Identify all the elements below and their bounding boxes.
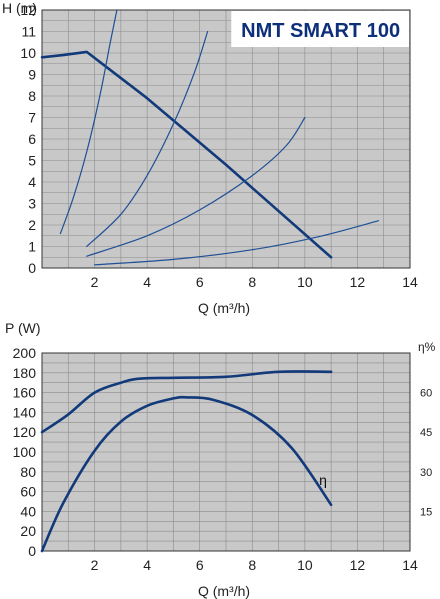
plot-border: [41, 352, 411, 552]
efficiency-line: [40, 395, 333, 553]
x-tick-label: 10: [297, 274, 313, 290]
x-tick-label: 8: [248, 274, 256, 290]
x-tick-label: 2: [91, 557, 99, 573]
title-box: [231, 11, 409, 47]
max-curve-line: [40, 50, 333, 259]
system-curve-line: [86, 116, 306, 257]
y-tick-label: 4: [28, 174, 36, 190]
y-axis-label: H (m): [2, 0, 37, 16]
y-tick-label: 11: [21, 24, 36, 40]
system-curve-line: [59, 9, 118, 235]
x-axis-label: Q (m³/h): [198, 583, 250, 599]
series-label: η: [319, 472, 327, 488]
y-tick-label: 7: [28, 110, 36, 126]
y-tick-label: 0: [28, 260, 36, 276]
y-tick-label: 160: [13, 385, 37, 401]
y2-tick-label: 45: [420, 427, 432, 439]
x-tick-label: 6: [196, 557, 204, 573]
y-tick-label: 0: [28, 543, 36, 559]
x-tick-label: 12: [350, 557, 366, 573]
y-tick-label: 1: [28, 239, 36, 255]
x-tick-label: 4: [143, 274, 151, 290]
y-tick-label: 6: [28, 131, 36, 147]
y-tick-label: 8: [28, 88, 36, 104]
y-tick-label: 20: [20, 523, 36, 539]
y-tick-label: 100: [13, 444, 37, 460]
y2-axis-label: η%: [418, 340, 436, 354]
y-tick-label: 120: [13, 424, 37, 440]
y-tick-label: 80: [20, 464, 36, 480]
system-curve-line: [94, 220, 380, 266]
plot-border: [41, 9, 411, 269]
y-tick-label: 40: [20, 503, 36, 519]
x-tick-label: 6: [196, 274, 204, 290]
power-flow-chart: 0 20 40 60 80 100 120 140 160 180 200 2 4 6 8 10 12 14 15 3…: [5, 320, 436, 599]
x-axis-label: Q (m³/h): [198, 300, 250, 316]
y-axis-label: P (W): [5, 320, 41, 336]
x-tick-label: 12: [350, 274, 366, 290]
x-tick-label: 2: [91, 274, 99, 290]
x-tick-label: 4: [143, 557, 151, 573]
y2-tick-label: 15: [420, 506, 432, 518]
power-line: [40, 370, 333, 434]
y-tick-label: 180: [13, 365, 37, 381]
y-tick-label: 9: [28, 67, 36, 83]
y-tick-label: 2: [28, 217, 36, 233]
x-tick-label: 10: [297, 557, 313, 573]
x-tick-label: 14: [402, 557, 418, 573]
x-tick-label: 8: [248, 557, 256, 573]
y-tick-label: 3: [28, 196, 36, 212]
x-tick-label: 14: [402, 274, 418, 290]
y-tick-label: 10: [20, 45, 36, 61]
chart-title: NMT SMART 100: [241, 20, 400, 42]
y2-tick-label: 30: [420, 467, 432, 479]
y-tick-label: 200: [13, 345, 37, 361]
y-tick-label: 60: [20, 484, 36, 500]
y-tick-label: 12: [20, 2, 36, 18]
y2-tick-label: 60: [420, 388, 432, 400]
y-tick-label: 140: [13, 404, 37, 420]
y-tick-label: 5: [28, 153, 36, 169]
system-curve-line: [86, 30, 209, 248]
